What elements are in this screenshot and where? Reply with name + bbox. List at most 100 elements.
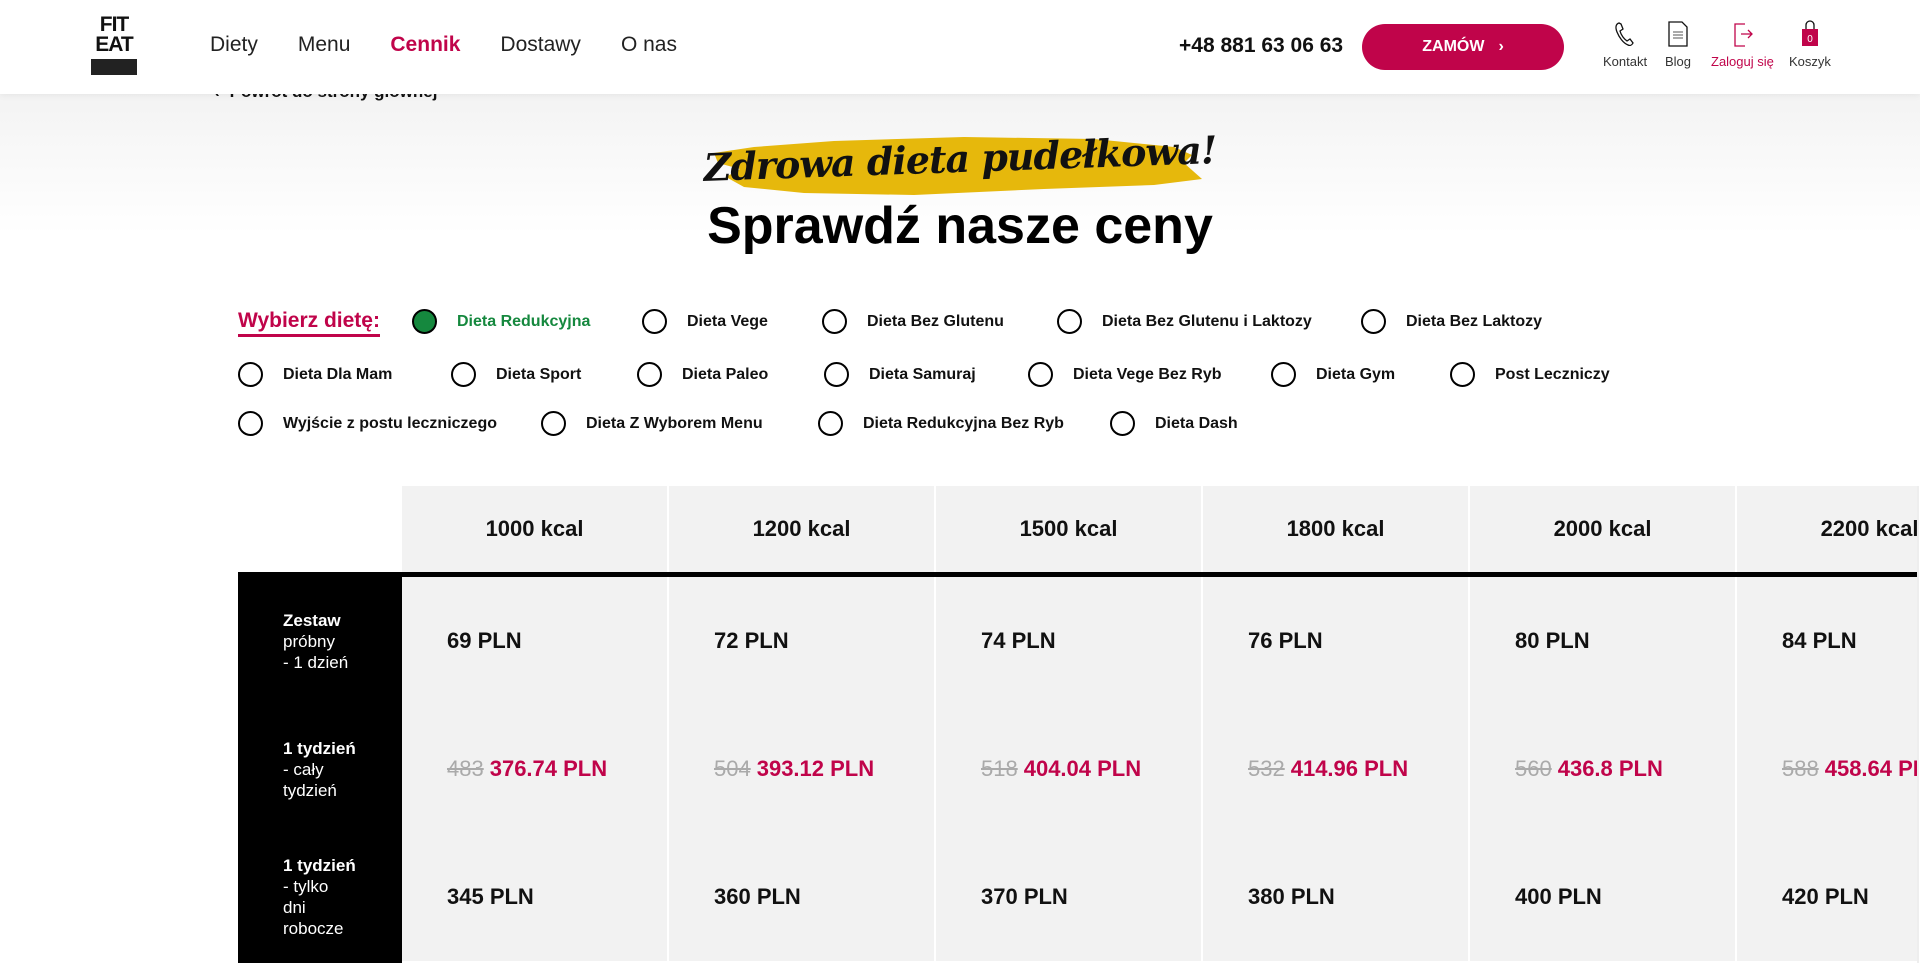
- blog-label: Blog: [1665, 54, 1692, 69]
- row-label-line: - 1 dzień: [283, 652, 349, 672]
- radio-button[interactable]: [238, 362, 263, 387]
- row-label-line: 1 tydzień: [283, 738, 356, 758]
- row-label: 1 tydzień - tylko dni robocze: [283, 855, 356, 939]
- diet-option[interactable]: Post Leczniczy: [1450, 362, 1610, 387]
- blog-link[interactable]: Blog: [1665, 20, 1691, 69]
- radio-button[interactable]: [824, 362, 849, 387]
- login-label: Zaloguj się: [1711, 54, 1774, 69]
- row-label-line: robocze: [283, 919, 344, 938]
- phone-number[interactable]: +48 881 63 06 63: [1179, 34, 1344, 57]
- table-row: 345 PLN 360 PLN 370 PLN 380 PLN 400 PLN 420 P…: [402, 833, 1917, 961]
- order-button[interactable]: ZAMÓW ›: [1362, 24, 1564, 70]
- diet-option[interactable]: Dieta Samuraj: [824, 362, 976, 387]
- diet-option[interactable]: Dieta Vege: [642, 309, 768, 334]
- radio-button[interactable]: [1450, 362, 1475, 387]
- diet-option-label: Dieta Redukcyjna Bez Ryb: [863, 414, 1064, 432]
- radio-button[interactable]: [412, 309, 437, 334]
- table-row: 69 PLN 72 PLN 74 PLN 76 PLN 80 PLN 84 PLN: [402, 577, 1917, 705]
- radio-button[interactable]: [541, 411, 566, 436]
- diet-option-label: Dieta Gym: [1316, 365, 1396, 383]
- price-cell: 72 PLN: [669, 577, 936, 705]
- radio-button[interactable]: [818, 411, 843, 436]
- chevron-right-icon: ›: [1498, 38, 1504, 55]
- diet-option-label: Dieta Bez Laktozy: [1406, 312, 1543, 330]
- row-label-line: próbny: [283, 631, 335, 651]
- diet-option-label: Wyjście z postu leczniczego: [283, 414, 497, 432]
- row-label-line: 1 tydzień: [283, 856, 356, 875]
- contact-link[interactable]: Kontakt: [1603, 20, 1647, 69]
- diet-option[interactable]: Dieta Bez Glutenu: [822, 309, 1004, 334]
- price: 74 PLN: [981, 628, 1056, 653]
- diet-option[interactable]: Dieta Z Wyborem Menu: [541, 411, 763, 436]
- table-row: 483 376.74 PLN 504 393.12 PLN 518 404.04 PLN 5…: [402, 705, 1917, 833]
- price-cell: 400 PLN: [1470, 833, 1737, 961]
- price-cell: 518 404.04 PLN: [936, 705, 1203, 833]
- diet-option-label: Post Leczniczy: [1495, 365, 1610, 383]
- radio-button[interactable]: [637, 362, 662, 387]
- diet-option[interactable]: Dieta Gym: [1271, 362, 1395, 387]
- old-price: 483: [447, 756, 484, 781]
- price: 370 PLN: [981, 884, 1068, 909]
- diet-option[interactable]: Dieta Vege Bez Ryb: [1028, 362, 1222, 387]
- diet-option-label: Dieta Redukcyjna: [457, 312, 591, 330]
- price: 360 PLN: [714, 884, 801, 909]
- radio-button[interactable]: [1057, 309, 1082, 334]
- page-title: Sprawdź nasze ceny: [707, 197, 1213, 255]
- diet-option-label: Dieta Vege: [687, 312, 768, 330]
- nav-cennik[interactable]: Cennik: [390, 33, 461, 56]
- diet-option[interactable]: Dieta Redukcyjna Bez Ryb: [818, 411, 1064, 436]
- radio-button[interactable]: [642, 309, 667, 334]
- price-cell: 345 PLN: [402, 833, 669, 961]
- radio-button[interactable]: [1028, 362, 1053, 387]
- diet-select-label: Wybierz dietę:: [238, 309, 380, 337]
- diet-option[interactable]: Dieta Paleo: [637, 362, 768, 387]
- discounted-price: 458.64 PLN: [1824, 756, 1917, 781]
- diet-option[interactable]: Dieta Bez Laktozy: [1361, 309, 1542, 334]
- diet-option[interactable]: Dieta Redukcyjna: [412, 309, 590, 334]
- radio-button[interactable]: [1110, 411, 1135, 436]
- diet-option-label: Dieta Paleo: [682, 365, 769, 383]
- diet-option[interactable]: Dieta Dla Mam: [238, 362, 392, 387]
- price-cell: 532 414.96 PLN: [1203, 705, 1470, 833]
- diet-option[interactable]: Dieta Sport: [451, 362, 581, 387]
- price-cell: 483 376.74 PLN: [402, 705, 669, 833]
- logo[interactable]: FIT EAT: [90, 14, 138, 80]
- nav-menu[interactable]: Menu: [297, 33, 351, 56]
- order-button-label: ZAMÓW: [1422, 38, 1485, 55]
- nav-diety[interactable]: Diety: [210, 33, 258, 56]
- row-label-line: tydzień: [283, 780, 337, 800]
- nav-dostawy[interactable]: Dostawy: [500, 33, 581, 56]
- diet-option[interactable]: Wyjście z postu leczniczego: [238, 411, 497, 436]
- diet-option-label: Dieta Bez Glutenu i Laktozy: [1102, 312, 1312, 330]
- diet-option[interactable]: Dieta Dash: [1110, 411, 1238, 436]
- radio-button[interactable]: [1361, 309, 1386, 334]
- row-label-line: - cały: [283, 759, 324, 779]
- radio-button[interactable]: [822, 309, 847, 334]
- discounted-price: 404.04 PLN: [1023, 756, 1142, 781]
- diet-option-label: Dieta Bez Glutenu: [867, 312, 1004, 330]
- row-label: 1 tydzień - cały tydzień: [283, 738, 356, 801]
- column-header: 1500 kcal: [936, 486, 1203, 572]
- cart-link[interactable]: 0 Koszyk: [1789, 20, 1831, 69]
- pricing-header-row: 1000 kcal 1200 kcal 1500 kcal 1800 kcal 2000…: [402, 486, 1917, 572]
- price: 72 PLN: [714, 628, 789, 653]
- contact-label: Kontakt: [1603, 54, 1648, 69]
- discounted-price: 414.96 PLN: [1290, 756, 1409, 781]
- price-cell: 370 PLN: [936, 833, 1203, 961]
- price-cell: 360 PLN: [669, 833, 936, 961]
- radio-button[interactable]: [1271, 362, 1296, 387]
- radio-button[interactable]: [451, 362, 476, 387]
- discounted-price: 393.12 PLN: [756, 756, 875, 781]
- site-header: FIT EAT Diety Menu Cennik Dostawy O nas +48 8…: [0, 0, 1920, 94]
- login-link[interactable]: Zaloguj się: [1711, 20, 1774, 69]
- column-header: 1800 kcal: [1203, 486, 1470, 572]
- row-label: Zestaw próbny - 1 dzień: [283, 610, 348, 673]
- nav-o-nas[interactable]: O nas: [620, 33, 677, 56]
- diet-option[interactable]: Dieta Bez Glutenu i Laktozy: [1057, 309, 1312, 334]
- price: 380 PLN: [1248, 884, 1335, 909]
- radio-button[interactable]: [238, 411, 263, 436]
- old-price: 532: [1248, 756, 1285, 781]
- diet-option-label: Dieta Dash: [1155, 414, 1238, 432]
- column-header: 2200 kcal: [1737, 486, 1917, 572]
